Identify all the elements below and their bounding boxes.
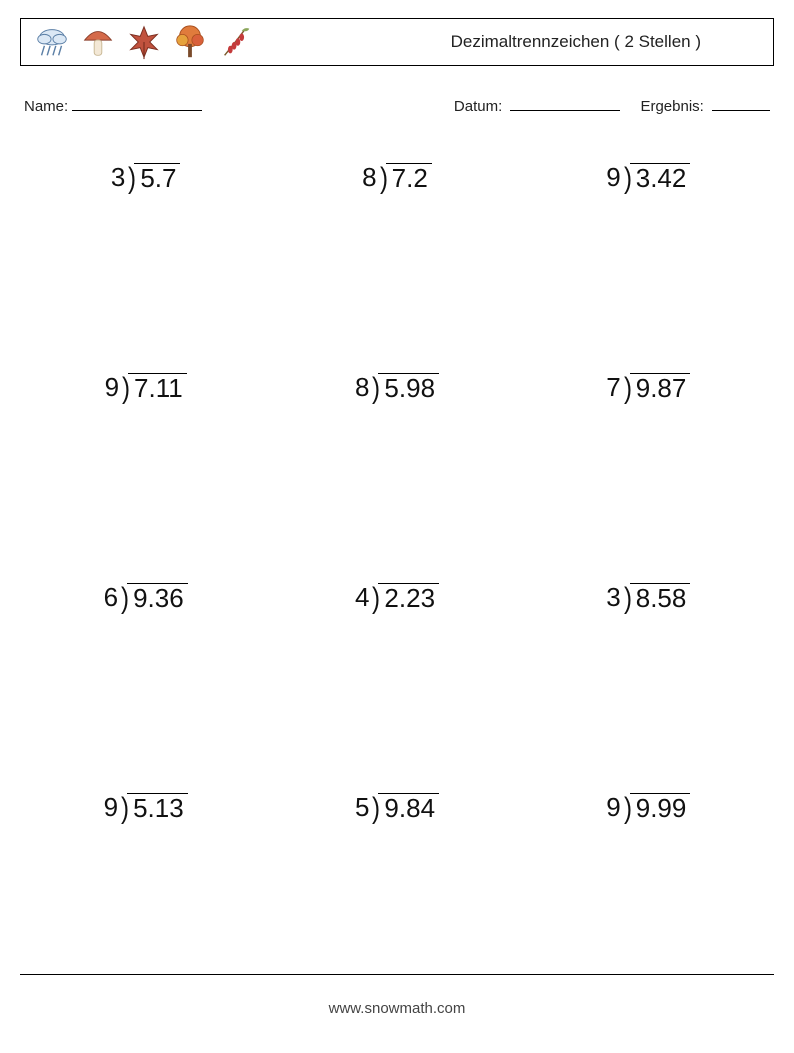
division-problem: 5)9.84 xyxy=(355,785,439,824)
worksheet-title: Dezimaltrennzeichen ( 2 Stellen ) xyxy=(451,32,761,52)
maple-leaf-icon xyxy=(125,22,163,62)
division-bracket: ) xyxy=(122,374,130,404)
divisor: 9 xyxy=(606,163,622,192)
mushroom-icon xyxy=(79,22,117,62)
dividend: 9.36 xyxy=(127,583,188,614)
dividend: 9.99 xyxy=(630,793,691,824)
division-problem: 8)5.98 xyxy=(355,365,439,404)
dividend: 7.11 xyxy=(128,373,187,404)
name-label: Name: xyxy=(24,98,68,115)
division-bracket: ) xyxy=(624,584,632,614)
dividend: 9.87 xyxy=(630,373,691,404)
divisor: 9 xyxy=(104,793,120,822)
divisor: 9 xyxy=(606,793,622,822)
division-problem: 9)3.42 xyxy=(606,155,690,194)
divisor: 8 xyxy=(355,373,371,402)
divisor: 7 xyxy=(606,373,622,402)
divisor: 9 xyxy=(105,373,121,402)
footer-rule xyxy=(20,974,774,975)
date-blank[interactable] xyxy=(510,96,620,111)
dividend: 8.58 xyxy=(630,583,691,614)
division-bracket: ) xyxy=(121,584,129,614)
date-label: Datum: xyxy=(454,98,502,115)
autumn-tree-icon xyxy=(171,22,209,62)
division-problem: 3)5.7 xyxy=(111,155,181,194)
division-bracket: ) xyxy=(624,794,632,824)
name-blank[interactable] xyxy=(72,96,202,111)
division-bracket: ) xyxy=(380,164,388,194)
dividend: 7.2 xyxy=(386,163,432,194)
name-field: Name: xyxy=(24,96,202,115)
division-bracket: ) xyxy=(624,374,632,404)
division-problem: 3)8.58 xyxy=(606,575,690,614)
result-field: Ergebnis: xyxy=(640,96,770,115)
dividend: 5.13 xyxy=(127,793,188,824)
divisor: 6 xyxy=(104,583,120,612)
division-bracket: ) xyxy=(128,164,136,194)
divisor: 8 xyxy=(362,163,378,192)
barberry-icon xyxy=(217,22,255,62)
division-problem: 4)2.23 xyxy=(355,575,439,614)
dividend: 2.23 xyxy=(378,583,439,614)
divisor: 3 xyxy=(111,163,127,192)
dividend: 3.42 xyxy=(630,163,691,194)
date-field: Datum: xyxy=(454,96,621,115)
divisor: 5 xyxy=(355,793,371,822)
division-problem: 9)5.13 xyxy=(104,785,188,824)
division-bracket: ) xyxy=(372,584,380,614)
divisor: 4 xyxy=(355,583,371,612)
result-blank[interactable] xyxy=(712,96,770,111)
dividend: 9.84 xyxy=(378,793,439,824)
division-problem: 6)9.36 xyxy=(104,575,188,614)
division-problem: 9)9.99 xyxy=(606,785,690,824)
footer-text: www.snowmath.com xyxy=(0,1000,794,1017)
result-label: Ergebnis: xyxy=(640,98,703,115)
division-bracket: ) xyxy=(372,794,380,824)
header-icons xyxy=(33,22,255,62)
division-bracket: ) xyxy=(372,374,380,404)
rain-cloud-icon xyxy=(33,22,71,62)
dividend: 5.7 xyxy=(134,163,180,194)
dividend: 5.98 xyxy=(378,373,439,404)
divisor: 3 xyxy=(606,583,622,612)
problems-grid: 3)5.78)7.29)3.429)7.118)5.987)9.876)9.36… xyxy=(20,155,774,995)
division-problem: 7)9.87 xyxy=(606,365,690,404)
info-row: Name: Datum: Ergebnis: xyxy=(20,96,774,115)
division-problem: 9)7.11 xyxy=(105,365,187,404)
worksheet-page: Dezimaltrennzeichen ( 2 Stellen ) Name: … xyxy=(0,0,794,1053)
division-bracket: ) xyxy=(121,794,129,824)
division-problem: 8)7.2 xyxy=(362,155,432,194)
header-box: Dezimaltrennzeichen ( 2 Stellen ) xyxy=(20,18,774,66)
division-bracket: ) xyxy=(624,164,632,194)
